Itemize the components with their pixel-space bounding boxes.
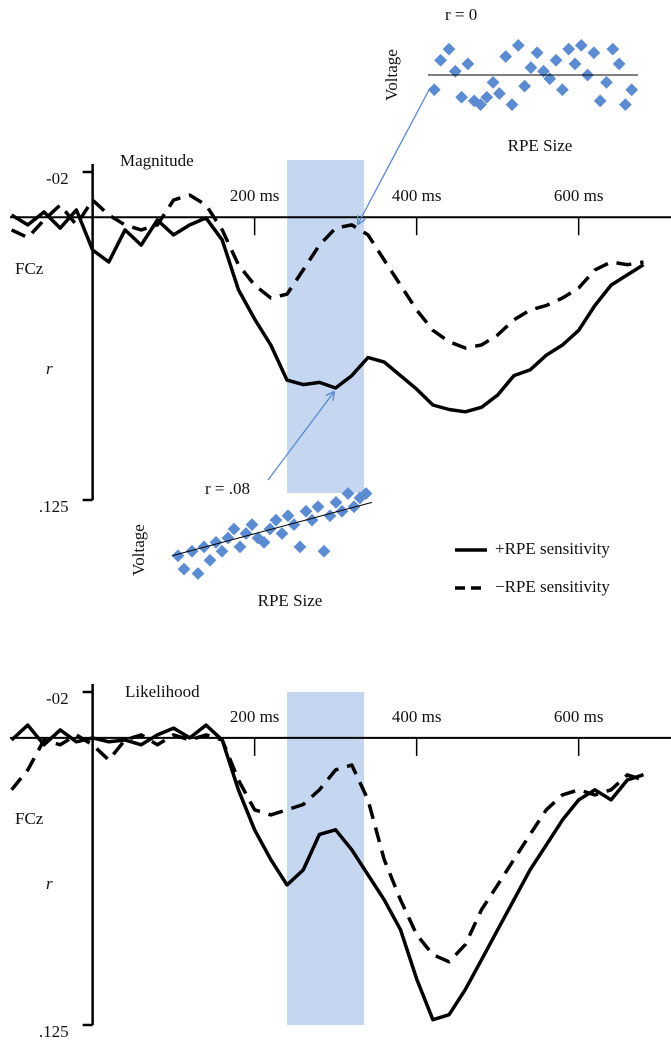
scatter-point [606,42,620,56]
scatter-point [233,540,247,554]
y-axis-label: FCz [15,809,44,828]
scatter-point [625,83,639,97]
scatter-point [493,87,506,100]
scatter-point [191,567,205,580]
inset-y-label: Voltage [382,49,401,101]
highlight-window [287,160,364,493]
inset-x-label: RPE Size [258,591,323,610]
inset-x-label: RPE Size [508,136,573,155]
scatter-point [499,50,513,63]
x-tick-label: 600 ms [554,186,604,205]
scatter-point [619,98,632,111]
scatter-point [562,42,576,56]
data-line [10,208,645,414]
scatter-point [427,83,441,97]
inset-y-label: Voltage [129,524,148,576]
scatter-point [612,57,626,71]
y-axis-symbol: r [46,359,53,378]
scatter-point [293,540,307,554]
scatter-point [511,39,525,52]
scatter-point [568,57,582,71]
y-tick-label: -02 [46,689,69,708]
x-tick-label: 200 ms [230,707,280,726]
scatter-point [448,64,462,78]
scatter-point [486,76,500,89]
scatter-point [275,527,289,540]
panel-title: Magnitude [120,151,194,170]
y-tick-label: .125 [39,497,69,516]
scatter-point [600,76,613,89]
scatter-point [593,94,607,108]
scatter-point [434,53,447,67]
scatter-point [480,90,494,104]
scatter-point [311,500,325,514]
scatter-point [505,98,519,111]
y-tick-label: -02 [46,169,69,188]
scatter-point [177,562,191,576]
scatter-point [323,509,337,523]
scatter-point [587,46,601,60]
x-tick-label: 600 ms [554,707,604,726]
arrow [267,392,334,481]
fit-line [171,501,373,557]
scatter-point [518,79,531,93]
scatter-point [203,553,217,567]
data-line [10,733,645,964]
inset-title: r = .08 [205,479,250,498]
scatter-point [549,53,563,67]
data-line [10,193,644,350]
x-tick-label: 400 ms [392,707,442,726]
arrow [358,87,431,224]
scatter-point [359,487,373,500]
scatter-point [524,61,538,74]
scatter-point [455,90,468,104]
scatter-point [556,83,569,97]
scatter-point [530,46,544,60]
y-axis-symbol: r [46,874,53,893]
y-tick-label: .125 [39,1022,69,1040]
scatter-point [317,544,331,558]
x-tick-label: 200 ms [230,186,280,205]
scatter-point [461,57,475,71]
x-tick-label: 400 ms [392,186,442,205]
panel-title: Likelihood [125,682,200,701]
scatter-point [574,39,588,52]
scatter-point [329,495,343,509]
data-line [10,723,645,1022]
legend-label: +RPE sensitivity [495,539,610,558]
scatter-point [341,487,355,500]
scatter-point [474,98,487,111]
inset-title: r = 0 [445,5,477,24]
scatter-point [442,42,456,56]
legend-label: −RPE sensitivity [495,577,610,596]
y-axis-label: FCz [15,259,44,278]
highlight-window [287,692,364,1025]
